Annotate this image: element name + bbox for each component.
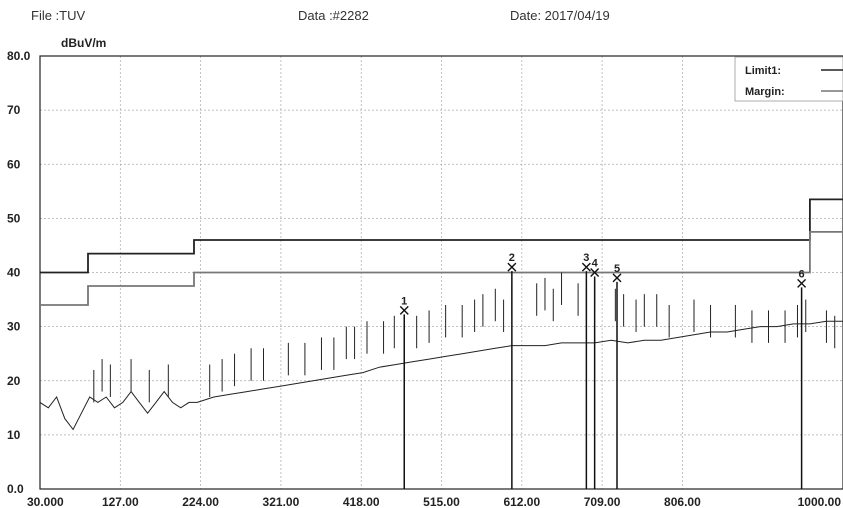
x-tick-label: 806.00	[664, 495, 701, 508]
marker-label: 1	[401, 295, 407, 307]
legend: Limit1: Margin:	[735, 57, 843, 101]
legend-label-limit1: Limit1:	[745, 65, 781, 77]
x-tick-label: 1000.00	[798, 495, 842, 508]
x-tick-label: 418.00	[343, 495, 380, 508]
y-tick-labels: 80.0 70 60 50 40 30 20 10 0.0	[7, 49, 31, 496]
legend-label-margin: Margin:	[745, 86, 785, 98]
y-tick-label: 70	[7, 103, 21, 117]
x-tick-label: 321.00	[263, 495, 300, 508]
y-tick-label: 10	[7, 428, 21, 442]
y-tick-label: 20	[7, 374, 21, 388]
y-tick-label: 80.0	[7, 49, 31, 63]
marker-label: 6	[799, 268, 805, 280]
marker-label: 4	[592, 258, 599, 270]
y-tick-label: 40	[7, 266, 21, 280]
x-tick-label: 127.00	[102, 495, 139, 508]
peak-markers: 1 2 3 4 5 6	[400, 252, 805, 489]
marker-label: 5	[614, 263, 620, 275]
x-tick-label: 30.000	[27, 495, 64, 508]
x-tick-label: 709.00	[584, 495, 621, 508]
x-tick-label: 224.00	[182, 495, 219, 508]
x-tick-label: 612.00	[503, 495, 540, 508]
y-axis-unit: dBuV/m	[61, 36, 106, 50]
x-tick-labels: 30.000 127.00 224.00 321.00 418.00 515.00 612.…	[27, 495, 841, 508]
marker-label: 3	[583, 252, 589, 264]
y-tick-label: 0.0	[7, 482, 24, 496]
x-tick-label: 515.00	[423, 495, 460, 508]
y-tick-label: 50	[7, 211, 21, 225]
y-tick-label: 30	[7, 320, 21, 334]
marker-label: 2	[509, 252, 515, 264]
y-tick-label: 60	[7, 157, 21, 171]
